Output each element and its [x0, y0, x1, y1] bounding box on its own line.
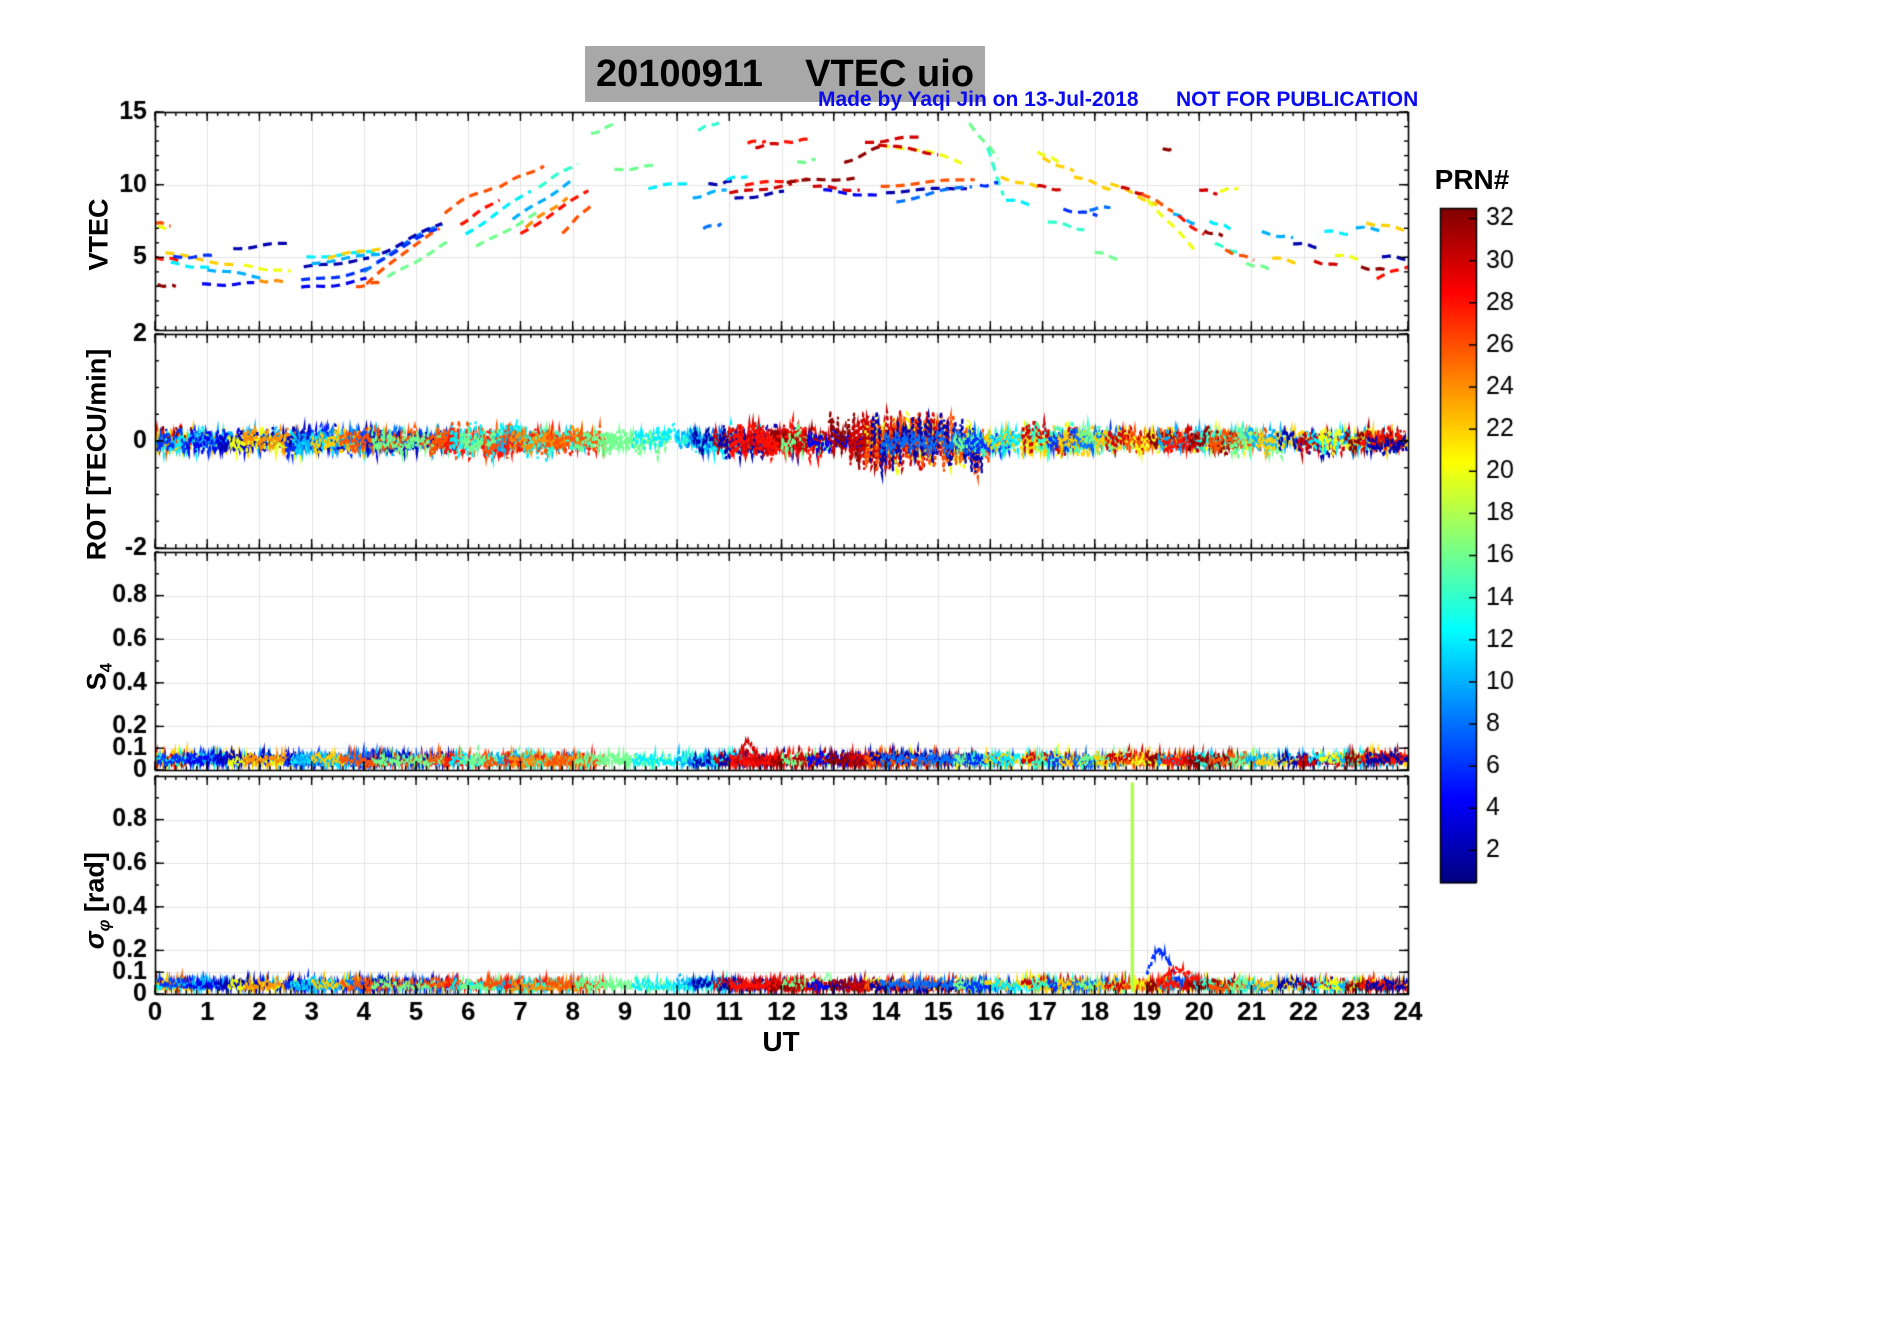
title-bar: 20100911 VTEC uio	[585, 46, 985, 102]
xlabel-ut: UT	[762, 1026, 800, 1057]
ylabel-rot-text: ROT [TECU/min]	[81, 348, 112, 561]
credit-text: Made by Yaqi Jin on 13-Jul-2018	[818, 88, 1139, 111]
figure-title: 20100911 VTEC uio	[595, 52, 975, 95]
s4-subscript: 4	[96, 663, 116, 673]
sigma-unit: [rad]	[79, 852, 110, 920]
ylabel-sigma: σφ [rad]	[48, 766, 145, 1066]
sigma-symbol: σ	[79, 931, 110, 950]
ylabel-vtec-text: VTEC	[83, 198, 114, 271]
sigma-subscript: φ	[94, 919, 114, 932]
s4-symbol: S	[81, 672, 112, 691]
colorbar-label: PRN#	[1434, 164, 1510, 195]
warning-text: NOT FOR PUBLICATION	[1176, 88, 1419, 111]
